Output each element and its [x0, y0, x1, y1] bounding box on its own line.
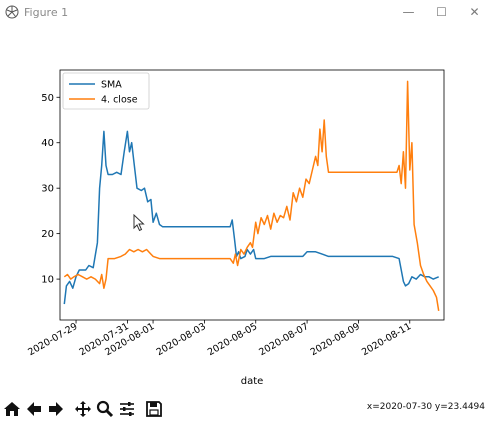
pan-icon	[75, 400, 91, 417]
y-tick-label: 50	[41, 93, 54, 104]
configure-subplots-icon	[120, 401, 134, 416]
configure-subplots-button[interactable]	[117, 399, 137, 419]
save-icon	[146, 400, 162, 417]
x-tick-label: 2020-08-05	[206, 321, 259, 358]
window-title: Figure 1	[24, 5, 69, 19]
home-button[interactable]	[2, 399, 22, 419]
cursor-coordinates: x=2020-07-30 y=23.4494	[366, 402, 485, 412]
legend-box	[62, 72, 150, 110]
x-axis-label: date	[241, 376, 264, 387]
matplotlib-logo-icon	[5, 5, 19, 19]
y-tick-label: 30	[41, 184, 54, 195]
back-icon	[27, 401, 41, 416]
maximize-button[interactable]: ☐	[436, 5, 447, 19]
back-button[interactable]	[24, 399, 44, 419]
y-axis: 10 20 30 40 50	[41, 93, 60, 286]
legend-label-close: 4. close	[101, 95, 138, 106]
series-layer	[63, 80, 440, 312]
window-titlebar: Figure 1 — ☐ ✕	[0, 0, 491, 24]
y-tick-label: 20	[41, 229, 54, 240]
y-tick-label: 10	[41, 275, 54, 286]
mouse-cursor-icon	[133, 214, 145, 232]
forward-button[interactable]	[46, 399, 66, 419]
legend: SMA 4. close	[62, 72, 150, 110]
minimize-button[interactable]: —	[402, 5, 415, 19]
x-tick-label: 2020-08-09	[309, 321, 362, 358]
zoom-icon	[96, 400, 114, 417]
zoom-button[interactable]	[95, 399, 115, 419]
home-icon	[4, 401, 20, 416]
series-line-sma	[63, 130, 439, 305]
window-controls: — ☐ ✕	[392, 0, 491, 24]
pan-button[interactable]	[73, 399, 93, 419]
x-axis: 2020-07-292020-07-312020-08-012020-08-03…	[26, 320, 413, 358]
plot-frame	[59, 69, 445, 321]
series-line-close	[63, 80, 440, 312]
x-tick-label: 2020-07-29	[26, 321, 79, 358]
y-tick-label: 40	[41, 138, 54, 149]
navigation-toolbar: x=2020-07-30 y=23.4494	[0, 396, 491, 421]
line-chart[interactable]: 10 20 30 40 50 2020-07-292020-07-312020-08-0…	[0, 24, 491, 396]
x-tick-label: 2020-08-03	[155, 321, 208, 358]
x-tick-label: 2020-08-11	[360, 321, 413, 358]
figure-canvas[interactable]: 10 20 30 40 50 2020-07-29 2020-07-31 2020-08-0…	[0, 24, 491, 396]
close-button[interactable]: ✕	[469, 5, 480, 19]
x-tick-label: 2020-08-07	[257, 321, 310, 358]
forward-icon	[49, 401, 63, 416]
save-button[interactable]	[144, 399, 164, 419]
legend-label-sma: SMA	[101, 80, 122, 91]
